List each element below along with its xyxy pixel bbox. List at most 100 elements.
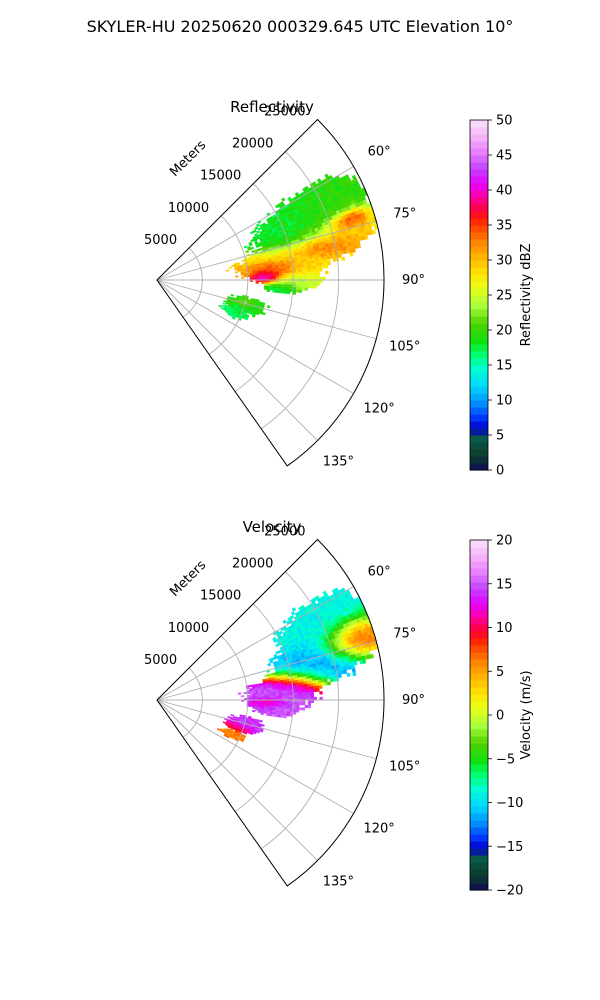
radar-cell [266,305,271,309]
radar-cell [237,692,242,695]
radar-cell [283,290,288,294]
colorbar-segment [470,358,488,366]
radar-cell [278,284,283,287]
azimuth-tick-label: 135° [323,454,354,469]
range-ring [208,215,249,355]
radar-cell [261,694,265,697]
radar-cell [353,660,358,666]
radar-cell [324,261,328,266]
colorbar-tick-label: 40 [496,184,513,199]
colorbar-tick-label: 15 [496,577,513,592]
radar-cell [327,261,331,266]
radar-cell [296,694,300,698]
radar-cell [293,272,297,276]
radar-cell [259,719,263,723]
radar-cell [296,284,300,288]
radar-cell [298,264,302,268]
radar-cell [307,271,312,275]
radar-cell [284,692,288,696]
radar-cell [264,281,268,285]
radar-cell [287,706,291,710]
radar-cell [263,287,268,290]
radar-cell [293,270,297,274]
radar-cell [304,284,309,289]
colorbar-segment [470,190,488,198]
radar-cell [270,701,274,705]
radar-cell [293,704,297,708]
colorbar-segment [470,603,488,611]
colorbar-segment [470,330,488,338]
radar-cell [301,702,306,706]
radar-cell [269,693,274,697]
radar-cell [234,737,239,742]
colorbar-label: Velocity (m/s) [519,670,534,759]
radar-cell [234,271,239,274]
radar-cell [315,262,320,267]
radar-cell [301,282,306,286]
radar-cell [371,229,377,235]
colorbar-segment [470,869,488,877]
azimuth-spoke [156,699,318,861]
radar-cell [261,281,265,284]
radar-cell [316,282,320,286]
radar-cell [243,731,248,735]
radar-cell [283,715,288,719]
radar-cell [316,271,320,275]
radar-cell [272,289,276,293]
radar-cell [307,274,312,278]
colorbar-segment [470,197,488,205]
radar-cell [272,693,277,697]
colorbar-tick-label: −15 [496,840,523,855]
radar-cell [277,714,282,718]
radar-cell [261,696,265,699]
colorbar-tick-label: 30 [496,254,513,269]
radar-cell [272,271,277,275]
radar-cell [310,266,314,270]
radar-cell [230,264,235,268]
colorbar-label: Reflectivity dBZ [519,244,534,347]
radar-cell [315,685,320,690]
radar-cell [259,729,264,733]
radar-cell [252,696,256,699]
colorbar-segment [470,344,488,352]
radar-cell [272,273,277,277]
radar-cell [301,266,306,271]
colorbar-segment [470,323,488,331]
colorbar-segment [470,421,488,429]
radar-cell [267,701,271,705]
radar-cell [293,282,297,286]
radar-cell [295,709,300,713]
radar-cell [287,275,291,278]
radar-cell [295,687,300,691]
radar-cell [287,695,291,698]
radar-cell [243,691,248,695]
colorbar-segment [470,631,488,639]
radar-cell [313,271,317,275]
panel-title: Velocity [243,518,302,536]
radar-cell [298,687,303,691]
radar-cell [257,710,262,713]
radar-cell [272,691,277,695]
radar-cell [261,274,265,277]
radar-cell [307,683,311,688]
radar-cell [218,304,222,308]
radar-cell [292,687,297,691]
radar-cell [304,266,308,270]
colorbar-segment [470,316,488,324]
radar-cell [278,691,282,694]
radar-cell [295,287,300,291]
radar-cell [264,701,268,705]
range-tick-label: 10000 [168,621,209,636]
colorbar-tick-label: 10 [496,394,513,409]
radar-cell [271,713,276,717]
colorbar-segment [470,435,488,443]
radar-cell [284,272,288,276]
radar-cell [293,692,297,696]
radar-cell [272,281,277,285]
radar-cell [299,282,303,286]
colorbar-segment [470,883,488,891]
radar-cell [292,291,297,295]
radar-cell [301,689,306,693]
colorbar-segment [470,351,488,359]
radar-cell [321,679,325,683]
